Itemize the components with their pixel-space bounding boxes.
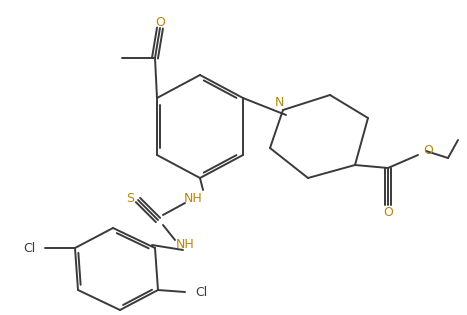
Text: O: O <box>423 144 433 157</box>
Text: Cl: Cl <box>195 287 207 300</box>
Text: N: N <box>274 95 283 108</box>
Text: S: S <box>126 192 134 204</box>
Text: O: O <box>383 207 393 220</box>
Text: NH: NH <box>176 238 194 251</box>
Text: O: O <box>155 15 165 28</box>
Text: Cl: Cl <box>23 242 35 255</box>
Text: NH: NH <box>184 192 202 204</box>
